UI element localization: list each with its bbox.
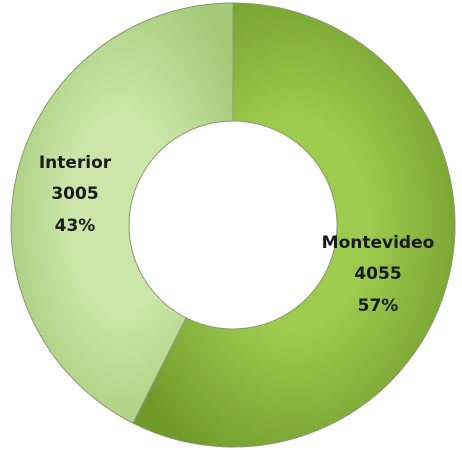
- slice-value: 4055: [354, 264, 401, 284]
- slice: [10, 2, 234, 424]
- slice-name: Montevideo: [322, 233, 435, 253]
- slice: [132, 2, 456, 448]
- slice-value: 3005: [51, 184, 98, 204]
- labels: Montevideo 4055 57% Interior 3005 43%: [39, 153, 435, 316]
- slices: [10, 2, 456, 448]
- slice-percent: 43%: [55, 216, 96, 236]
- slice-name: Interior: [39, 153, 112, 173]
- slice-percent: 57%: [358, 296, 399, 316]
